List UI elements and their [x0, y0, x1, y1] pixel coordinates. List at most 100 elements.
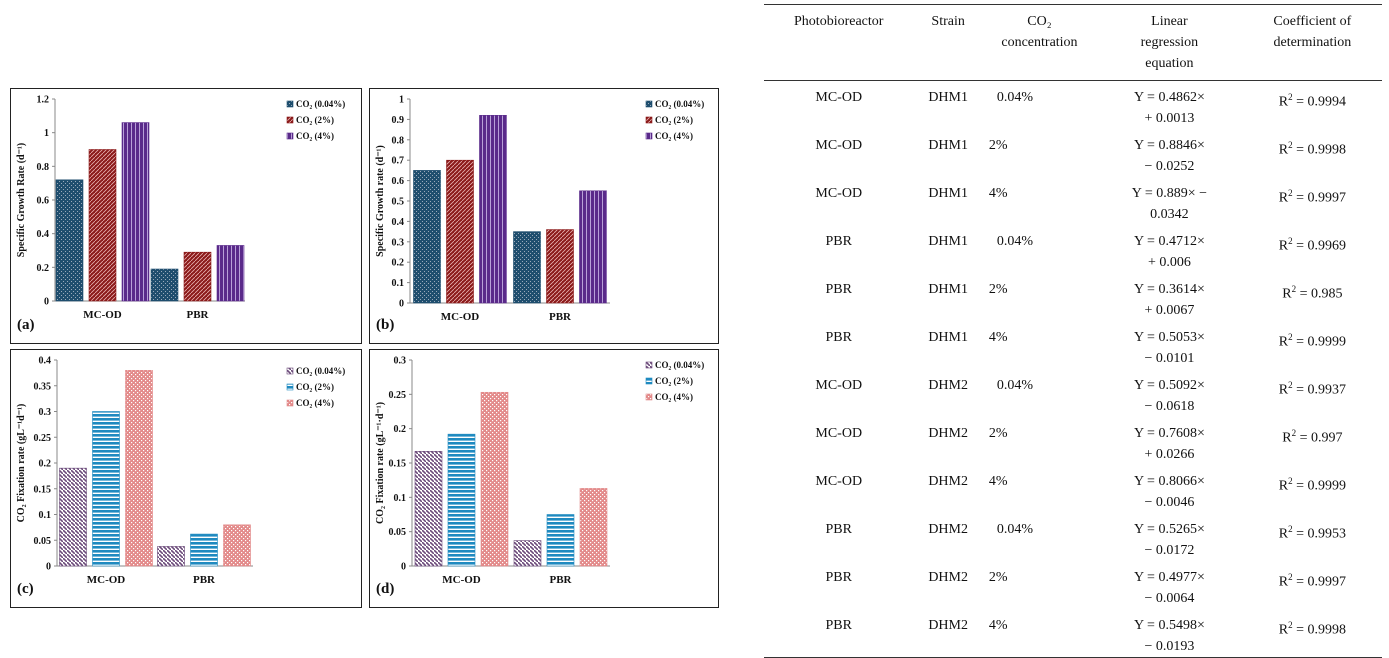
y-tick-label: 0 — [44, 297, 49, 308]
y-axis-label: Specific Growth rate (d⁻¹) — [375, 145, 386, 257]
y-tick-label: 0.5 — [392, 197, 405, 208]
bar — [59, 467, 87, 567]
cell-reactor: MC-OD — [815, 426, 863, 441]
y-tick-label: 0.4 — [392, 217, 405, 228]
table-row: PBR DHM1 0.04% Y = 0.4712× + 0.006 R2 = 0.996… — [764, 225, 1382, 273]
cell-co2: 2% — [988, 426, 1008, 441]
legend-swatch — [286, 367, 294, 375]
cell-co2: 2% — [988, 570, 1008, 585]
cell-r2: R2 = 0.9997 — [1278, 572, 1346, 590]
cell-strain: DHM1 — [928, 90, 968, 105]
bar — [121, 122, 150, 302]
bar — [446, 159, 474, 304]
chart-panel-d: 0 0.05 0.1 0.15 0.2 0.25 0.3 CO₂ Fixation rate … — [369, 349, 719, 608]
legend-label: CO₂ (0.04%) — [296, 366, 345, 376]
cell-strain: DHM2 — [928, 474, 968, 489]
y-tick-label: 0.05 — [34, 536, 52, 547]
y-tick-label: 1 — [44, 128, 49, 139]
cell-reactor: MC-OD — [815, 186, 863, 201]
y-tick-label: 0.05 — [389, 527, 407, 538]
y-tick-label: 0 — [399, 299, 404, 310]
cell-equation: Y = 0.5053× − 0.0101 — [1133, 330, 1205, 366]
x-category-label: PBR — [550, 574, 573, 586]
y-tick-label: 0.15 — [34, 484, 52, 495]
bar — [579, 488, 608, 567]
cell-reactor: PBR — [825, 330, 852, 345]
bar — [513, 231, 541, 304]
cell-reactor: MC-OD — [815, 474, 863, 489]
cell-equation: Y = 0.7608× + 0.0266 — [1133, 426, 1205, 462]
cell-co2: 4% — [988, 474, 1008, 489]
chart-panel-a: 0 0.2 0.4 0.6 0.8 1 1.2 Specific Growth Rate (d… — [10, 88, 362, 344]
y-tick-label: 0.25 — [389, 390, 407, 401]
bar — [223, 524, 251, 567]
regression-table: Photobioreactor Strain CO₂ concentration … — [764, 4, 1382, 658]
bar — [546, 514, 575, 567]
cell-co2: 4% — [988, 330, 1008, 345]
cell-co2: 4% — [988, 618, 1008, 633]
cell-equation: Y = 0.8066× − 0.0046 — [1133, 474, 1205, 510]
cell-r2: R2 = 0.9953 — [1278, 524, 1346, 542]
bar — [513, 540, 542, 567]
y-tick-label: 0.8 — [37, 162, 50, 173]
cell-co2: 2% — [988, 282, 1008, 297]
legend-swatch — [645, 393, 653, 401]
cell-r2: R2 = 0.997 — [1282, 428, 1343, 446]
table-header-row: Photobioreactor Strain CO₂ concentration … — [764, 4, 1382, 81]
y-tick-label: 0.4 — [37, 229, 50, 240]
legend-label: CO₂ (0.04%) — [296, 99, 345, 109]
cell-equation: Y = 0.3614× + 0.0067 — [1133, 282, 1205, 318]
legend-label: CO₂ (2%) — [296, 115, 334, 125]
cell-co2: 0.04% — [996, 522, 1034, 537]
legend-label: CO₂ (4%) — [296, 398, 334, 408]
cell-r2: R2 = 0.9994 — [1278, 92, 1346, 110]
cell-equation: Y = 0.4977× − 0.0064 — [1133, 570, 1205, 606]
y-tick-label: 0.9 — [392, 115, 405, 126]
chart-panel-c: 0 0.05 0.1 0.15 0.2 0.25 0.3 0.35 0.4 CO₂ Fixatio… — [10, 349, 362, 608]
legend-swatch — [645, 132, 653, 140]
cell-r2: R2 = 0.9997 — [1278, 188, 1346, 206]
legend-swatch — [286, 132, 294, 140]
chart-svg-d: 0 0.05 0.1 0.15 0.2 0.25 0.3 CO₂ Fixation rate … — [375, 356, 704, 598]
cell-strain: DHM2 — [928, 618, 968, 633]
cell-r2: R2 = 0.985 — [1282, 284, 1343, 302]
y-axis-label: CO₂ Fixation rate (gL⁻¹·d⁻¹) — [375, 402, 386, 524]
bar — [157, 546, 185, 567]
y-tick-label: 0.2 — [392, 258, 405, 269]
x-category-label: MC-OD — [83, 309, 122, 321]
table-row: MC-OD DHM1 2% Y = 0.8846× − 0.0252 R2 = 0.999… — [764, 129, 1382, 177]
cell-strain: DHM1 — [928, 330, 968, 345]
panel-label: (b) — [376, 317, 394, 333]
cell-reactor: PBR — [825, 282, 852, 297]
y-tick-label: 0.1 — [394, 493, 407, 504]
y-tick-label: 0.1 — [392, 278, 405, 289]
y-tick-label: 1.2 — [37, 95, 50, 106]
bar — [150, 268, 179, 302]
cell-r2: R2 = 0.9999 — [1278, 476, 1346, 494]
bar — [125, 369, 153, 567]
chart-svg-c: 0 0.05 0.1 0.15 0.2 0.25 0.3 0.35 0.4 CO₂ Fixatio… — [16, 356, 345, 598]
legend-swatch — [645, 361, 653, 369]
table-row: MC-OD DHM2 4% Y = 0.8066× − 0.0046 R2 = 0.999… — [764, 465, 1382, 513]
y-tick-label: 0.25 — [34, 433, 52, 444]
cell-strain: DHM2 — [928, 378, 968, 393]
cell-co2: 2% — [988, 138, 1008, 153]
y-tick-label: 0.15 — [389, 459, 407, 470]
cell-r2: R2 = 0.9999 — [1278, 332, 1346, 350]
cell-reactor: MC-OD — [815, 90, 863, 105]
cell-co2: 0.04% — [996, 378, 1034, 393]
cell-co2: 0.04% — [996, 234, 1034, 249]
cell-strain: DHM2 — [928, 570, 968, 585]
chart-panel-b: 0 0.1 0.2 0.3 0.4 0.5 0.6 0.7 0.8 0.9 1 Specific Gr… — [369, 88, 719, 344]
bar — [183, 251, 212, 302]
y-tick-label: 0.2 — [39, 459, 52, 470]
y-tick-label: 0.3 — [39, 407, 52, 418]
bar — [447, 433, 476, 567]
y-tick-label: 0 — [46, 562, 51, 573]
legend-label: CO₂ (2%) — [655, 376, 693, 386]
legend-label: CO₂ (0.04%) — [655, 99, 704, 109]
y-tick-label: 0.6 — [392, 176, 405, 187]
legend-label: CO₂ (4%) — [655, 392, 693, 402]
cell-r2: R2 = 0.9969 — [1278, 236, 1346, 254]
cell-equation: Y = 0.5265× − 0.0172 — [1133, 522, 1205, 558]
